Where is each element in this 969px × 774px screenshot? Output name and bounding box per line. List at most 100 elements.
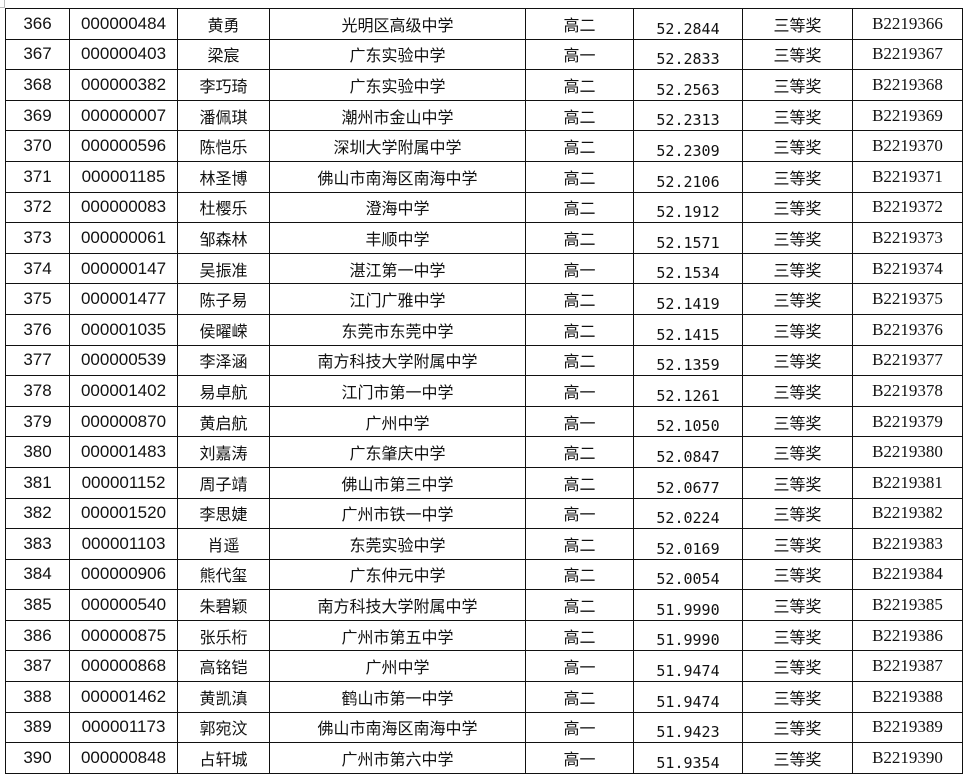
school-cell: 广东实验中学	[269, 69, 526, 101]
score-cell: 52.1261	[633, 375, 743, 407]
grade-cell: 高一	[525, 405, 634, 438]
score-cell: 52.1359	[633, 344, 743, 377]
score-cell: 52.0677	[633, 466, 743, 499]
table-row: 388 000001462 黄凯滇 鹤山市第一中学 高二 51.9474 三等奖 B22193…	[5, 681, 963, 713]
award-cell: 三等奖	[742, 711, 853, 744]
certificate-number-cell: B2219377	[852, 344, 963, 377]
school-cell: 广州市铁一中学	[269, 497, 526, 530]
next-row-border	[525, 761, 526, 767]
next-row-border	[69, 761, 70, 767]
grade-cell: 高一	[525, 252, 634, 285]
award-cell: 三等奖	[742, 558, 853, 591]
student-name-cell: 潘佩琪	[177, 99, 270, 132]
candidate-id-cell: 000000403	[69, 38, 178, 71]
rank-cell: 376	[5, 313, 70, 346]
score-cell: 52.1534	[633, 252, 743, 285]
student-name-cell: 朱碧颖	[177, 589, 270, 621]
rank-cell: 375	[5, 283, 70, 315]
next-row-border	[269, 761, 270, 767]
rank-cell: 366	[5, 8, 70, 40]
award-list-table: 366 000000484 黄勇 光明区高级中学 高二 52.2844 三等奖 B221936…	[5, 8, 963, 774]
school-cell: 鹤山市第一中学	[269, 681, 526, 713]
rank-cell: 370	[5, 130, 70, 162]
candidate-id-cell: 000000061	[69, 222, 178, 254]
award-cell: 三等奖	[742, 650, 853, 683]
grade-cell: 高二	[525, 528, 634, 560]
student-name-cell: 黄启航	[177, 405, 270, 438]
table-row: 382 000001520 李思婕 广州市铁一中学 高一 52.0224 三等奖 B22193…	[5, 497, 963, 530]
award-cell: 三等奖	[742, 405, 853, 438]
grade-cell: 高一	[525, 375, 634, 407]
student-name-cell: 张乐桁	[177, 619, 270, 652]
table-row: 366 000000484 黄勇 光明区高级中学 高二 52.2844 三等奖 B221936…	[5, 8, 963, 40]
next-row-border	[742, 761, 743, 767]
table-row: 380 000001483 刘嘉涛 广东肇庆中学 高二 52.0847 三等奖 B221938…	[5, 436, 963, 468]
award-cell: 三等奖	[742, 283, 853, 315]
candidate-id-cell: 000000868	[69, 650, 178, 683]
student-name-cell: 刘嘉涛	[177, 436, 270, 468]
student-name-cell: 高铭铠	[177, 650, 270, 683]
rank-cell: 381	[5, 466, 70, 499]
award-cell: 三等奖	[742, 466, 853, 499]
award-cell: 三等奖	[742, 344, 853, 377]
table-row: 387 000000868 高铭铠 广州中学 高一 51.9474 三等奖 B2219387	[5, 650, 963, 683]
rank-cell: 386	[5, 619, 70, 652]
student-name-cell: 熊代玺	[177, 558, 270, 591]
table-row: 378 000001402 易卓航 江门市第一中学 高一 52.1261 三等奖 B22193…	[5, 375, 963, 407]
table-row: 389 000001173 郭宛汶 佛山市南海区南海中学 高一 51.9423 三等奖 B22…	[5, 711, 963, 744]
candidate-id-cell: 000000906	[69, 558, 178, 591]
certificate-number-cell: B2219374	[852, 252, 963, 285]
rank-cell: 389	[5, 711, 70, 744]
certificate-number-cell: B2219388	[852, 681, 963, 713]
grade-cell: 高二	[525, 8, 634, 40]
certificate-number-cell: B2219373	[852, 222, 963, 254]
school-cell: 丰顺中学	[269, 222, 526, 254]
score-cell: 51.9423	[633, 711, 743, 744]
school-cell: 广东仲元中学	[269, 558, 526, 591]
student-name-cell: 侯曜嵘	[177, 313, 270, 346]
score-cell: 52.2313	[633, 99, 743, 132]
candidate-id-cell: 000001477	[69, 283, 178, 315]
student-name-cell: 易卓航	[177, 375, 270, 407]
certificate-number-cell: B2219390	[852, 742, 963, 774]
candidate-id-cell: 000000083	[69, 191, 178, 224]
table-row: 376 000001035 侯曜嵘 东莞市东莞中学 高二 52.1415 三等奖 B22193…	[5, 313, 963, 346]
certificate-number-cell: B2219367	[852, 38, 963, 71]
rank-cell: 379	[5, 405, 70, 438]
certificate-number-cell: B2219389	[852, 711, 963, 744]
rank-cell: 383	[5, 528, 70, 560]
candidate-id-cell: 000000848	[69, 742, 178, 774]
score-cell: 52.2309	[633, 130, 743, 162]
score-cell: 51.9474	[633, 681, 743, 713]
student-name-cell: 吴振准	[177, 252, 270, 285]
certificate-number-cell: B2219379	[852, 405, 963, 438]
candidate-id-cell: 000001402	[69, 375, 178, 407]
certificate-number-cell: B2219372	[852, 191, 963, 224]
candidate-id-cell: 000001185	[69, 160, 178, 193]
student-name-cell: 周子靖	[177, 466, 270, 499]
certificate-number-cell: B2219381	[852, 466, 963, 499]
candidate-id-cell: 000000484	[69, 8, 178, 40]
grade-cell: 高二	[525, 619, 634, 652]
next-row-border	[633, 761, 634, 767]
rank-cell: 384	[5, 558, 70, 591]
certificate-number-cell: B2219370	[852, 130, 963, 162]
student-name-cell: 李泽涵	[177, 344, 270, 377]
rank-cell: 369	[5, 99, 70, 132]
school-cell: 广东肇庆中学	[269, 436, 526, 468]
grade-cell: 高二	[525, 466, 634, 499]
score-cell: 52.0224	[633, 497, 743, 530]
certificate-number-cell: B2219366	[852, 8, 963, 40]
grade-cell: 高二	[525, 99, 634, 132]
table-row: 367 000000403 梁宸 广东实验中学 高一 52.2833 三等奖 B2219367	[5, 38, 963, 71]
student-name-cell: 黄凯滇	[177, 681, 270, 713]
grade-cell: 高一	[525, 711, 634, 744]
award-cell: 三等奖	[742, 160, 853, 193]
table-row: 373 000000061 邹森林 丰顺中学 高二 52.1571 三等奖 B2219373	[5, 222, 963, 254]
candidate-id-cell: 000001035	[69, 313, 178, 346]
certificate-number-cell: B2219369	[852, 99, 963, 132]
certificate-number-cell: B2219384	[852, 558, 963, 591]
candidate-id-cell: 000000382	[69, 69, 178, 101]
candidate-id-cell: 000000870	[69, 405, 178, 438]
student-name-cell: 占轩城	[177, 742, 270, 774]
